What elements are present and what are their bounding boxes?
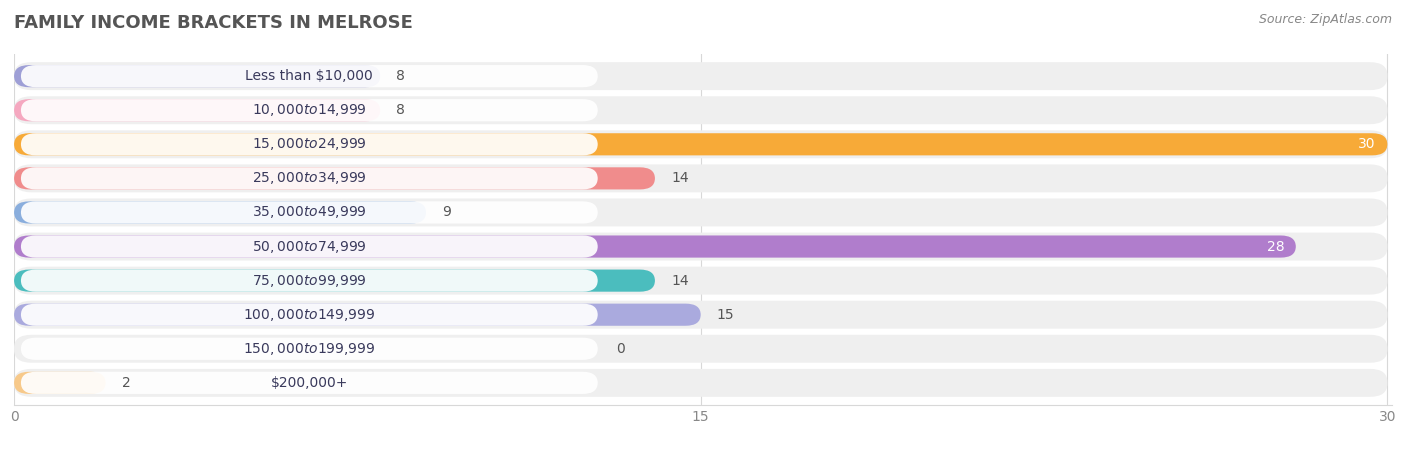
FancyBboxPatch shape (14, 369, 1388, 397)
FancyBboxPatch shape (14, 99, 380, 122)
FancyBboxPatch shape (21, 304, 598, 326)
FancyBboxPatch shape (14, 130, 1388, 158)
Text: 28: 28 (1267, 239, 1284, 253)
Text: $100,000 to $149,999: $100,000 to $149,999 (243, 307, 375, 323)
FancyBboxPatch shape (21, 235, 598, 257)
Text: 9: 9 (441, 206, 451, 220)
FancyBboxPatch shape (21, 338, 598, 360)
Text: $35,000 to $49,999: $35,000 to $49,999 (252, 204, 367, 220)
FancyBboxPatch shape (21, 372, 598, 394)
FancyBboxPatch shape (14, 202, 426, 224)
FancyBboxPatch shape (14, 167, 655, 189)
FancyBboxPatch shape (21, 133, 598, 155)
Text: 2: 2 (122, 376, 131, 390)
Text: 8: 8 (396, 103, 405, 117)
Text: FAMILY INCOME BRACKETS IN MELROSE: FAMILY INCOME BRACKETS IN MELROSE (14, 14, 413, 32)
Text: 14: 14 (671, 171, 689, 185)
FancyBboxPatch shape (14, 270, 655, 292)
Text: $10,000 to $14,999: $10,000 to $14,999 (252, 102, 367, 118)
Text: 15: 15 (717, 308, 734, 322)
FancyBboxPatch shape (14, 304, 700, 326)
Text: 14: 14 (671, 274, 689, 288)
FancyBboxPatch shape (14, 198, 1388, 226)
Text: $15,000 to $24,999: $15,000 to $24,999 (252, 136, 367, 152)
FancyBboxPatch shape (21, 65, 598, 87)
Text: Less than $10,000: Less than $10,000 (246, 69, 373, 83)
FancyBboxPatch shape (14, 62, 1388, 90)
Text: $200,000+: $200,000+ (270, 376, 349, 390)
FancyBboxPatch shape (21, 99, 598, 122)
FancyBboxPatch shape (14, 235, 1296, 257)
FancyBboxPatch shape (14, 96, 1388, 124)
Text: 8: 8 (396, 69, 405, 83)
FancyBboxPatch shape (14, 267, 1388, 295)
Text: $150,000 to $199,999: $150,000 to $199,999 (243, 341, 375, 357)
FancyBboxPatch shape (14, 335, 1388, 363)
FancyBboxPatch shape (14, 65, 380, 87)
FancyBboxPatch shape (14, 372, 105, 394)
FancyBboxPatch shape (14, 301, 1388, 328)
FancyBboxPatch shape (21, 202, 598, 224)
Text: Source: ZipAtlas.com: Source: ZipAtlas.com (1258, 14, 1392, 27)
FancyBboxPatch shape (14, 233, 1388, 261)
Text: 30: 30 (1358, 137, 1376, 151)
FancyBboxPatch shape (14, 164, 1388, 192)
FancyBboxPatch shape (21, 167, 598, 189)
FancyBboxPatch shape (14, 133, 1388, 155)
Text: $50,000 to $74,999: $50,000 to $74,999 (252, 238, 367, 255)
Text: 0: 0 (616, 342, 624, 356)
Text: $75,000 to $99,999: $75,000 to $99,999 (252, 273, 367, 288)
Text: $25,000 to $34,999: $25,000 to $34,999 (252, 171, 367, 186)
FancyBboxPatch shape (21, 270, 598, 292)
